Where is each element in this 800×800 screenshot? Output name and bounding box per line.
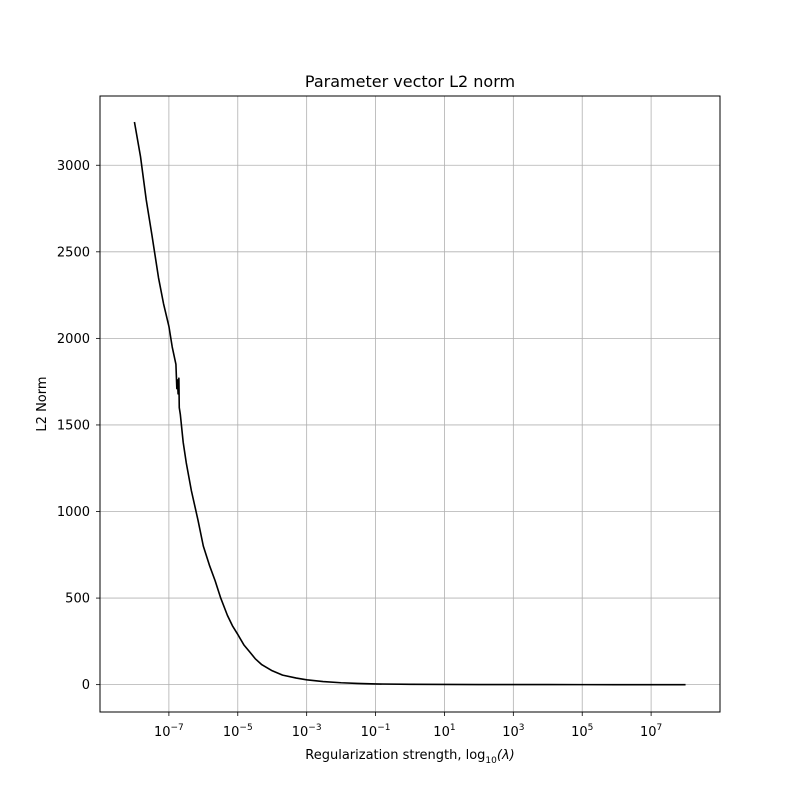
y-tick-label: 2000 — [57, 332, 90, 347]
x-tick-label: 103 — [502, 723, 524, 740]
x-axis-label-paren: (λ) — [497, 748, 515, 763]
x-tick-label: 105 — [571, 723, 593, 740]
x-axis-label: Regularization strength, log10(λ) — [305, 748, 514, 766]
x-axis: 10−7 10−5 10−3 10−1 101 103 105 107 — [154, 712, 662, 740]
chart-title: Parameter vector L2 norm — [305, 72, 515, 91]
y-tick-label: 1000 — [57, 505, 90, 520]
x-tick-label: 10−7 — [154, 723, 184, 740]
y-axis: 0 500 1000 1500 2000 2500 3000 — [57, 159, 100, 693]
x-tick-label: 10−5 — [223, 723, 253, 740]
y-tick-label: 3000 — [57, 159, 90, 174]
x-axis-label-main: Regularization strength, log — [305, 748, 485, 763]
data-line-group — [133, 121, 686, 686]
x-tick-label: 107 — [640, 723, 662, 740]
x-tick-label: 10−3 — [292, 723, 322, 740]
data-line — [133, 121, 686, 686]
y-tick-label: 1500 — [57, 418, 90, 433]
x-axis-label-subscript: 10 — [485, 756, 497, 766]
x-tick-label: 10−1 — [361, 723, 391, 740]
grid — [100, 96, 720, 712]
y-axis-label: L2 Norm — [35, 376, 50, 431]
x-tick-label: 101 — [433, 723, 455, 740]
plot-frame — [99, 95, 721, 713]
y-tick-label: 500 — [65, 592, 90, 607]
y-tick-label: 2500 — [57, 245, 90, 260]
y-tick-label: 0 — [82, 678, 90, 693]
